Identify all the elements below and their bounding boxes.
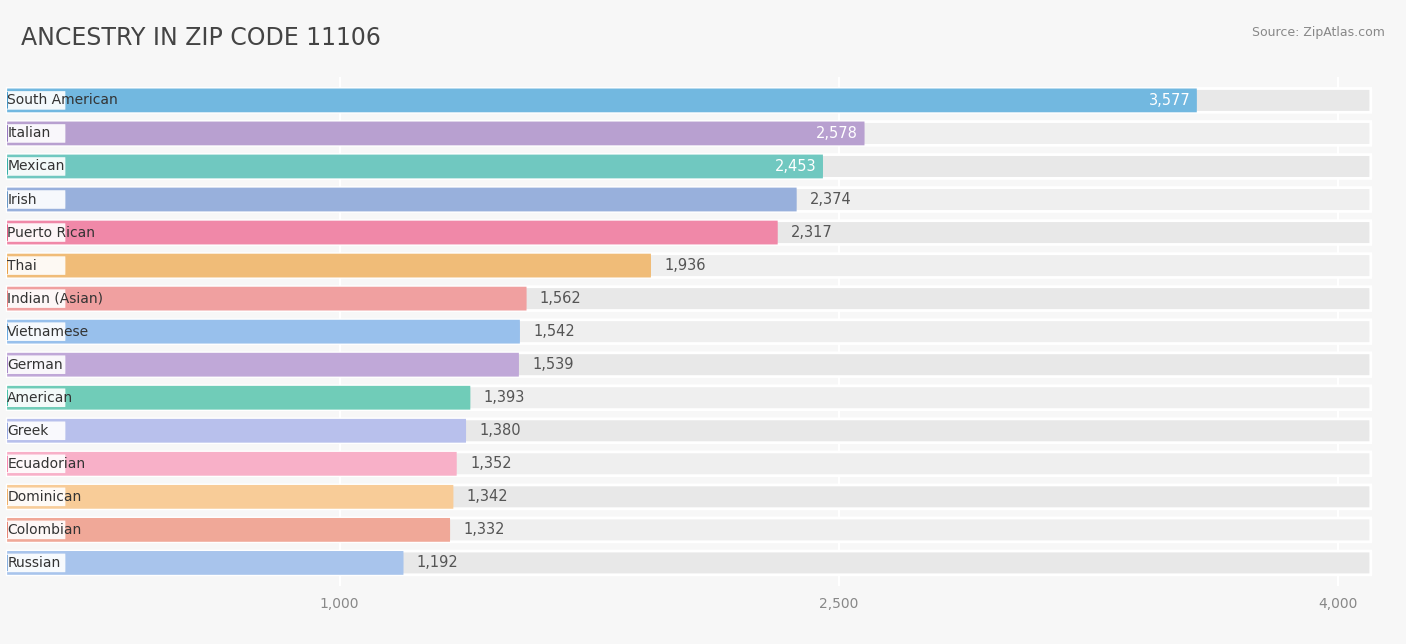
Text: 1,936: 1,936 — [664, 258, 706, 273]
FancyBboxPatch shape — [7, 551, 404, 575]
FancyBboxPatch shape — [7, 320, 1371, 343]
FancyBboxPatch shape — [7, 190, 66, 209]
FancyBboxPatch shape — [7, 419, 465, 442]
Text: 1,352: 1,352 — [470, 457, 512, 471]
FancyBboxPatch shape — [7, 155, 1371, 178]
Text: 2,453: 2,453 — [775, 159, 817, 174]
Text: Vietnamese: Vietnamese — [7, 325, 90, 339]
FancyBboxPatch shape — [7, 223, 66, 242]
FancyBboxPatch shape — [7, 551, 1371, 575]
FancyBboxPatch shape — [7, 287, 1371, 310]
Text: German: German — [7, 357, 63, 372]
FancyBboxPatch shape — [7, 323, 66, 341]
Text: Ecuadorian: Ecuadorian — [7, 457, 86, 471]
FancyBboxPatch shape — [7, 91, 66, 109]
Text: 1,542: 1,542 — [533, 324, 575, 339]
FancyBboxPatch shape — [7, 287, 527, 310]
FancyBboxPatch shape — [7, 518, 1371, 542]
FancyBboxPatch shape — [7, 187, 797, 211]
FancyBboxPatch shape — [7, 452, 457, 476]
Text: 1,539: 1,539 — [533, 357, 574, 372]
FancyBboxPatch shape — [7, 353, 1371, 377]
FancyBboxPatch shape — [7, 187, 1371, 211]
FancyBboxPatch shape — [7, 419, 1371, 442]
Text: American: American — [7, 391, 73, 404]
Text: 1,562: 1,562 — [540, 291, 582, 306]
Text: Puerto Rican: Puerto Rican — [7, 225, 96, 240]
FancyBboxPatch shape — [7, 88, 1197, 112]
FancyBboxPatch shape — [7, 518, 450, 542]
FancyBboxPatch shape — [7, 122, 1371, 146]
FancyBboxPatch shape — [7, 485, 1371, 509]
Text: Irish: Irish — [7, 193, 37, 207]
FancyBboxPatch shape — [7, 221, 778, 245]
Text: Russian: Russian — [7, 556, 60, 570]
FancyBboxPatch shape — [7, 388, 66, 407]
Text: Colombian: Colombian — [7, 523, 82, 537]
Text: 2,578: 2,578 — [815, 126, 858, 141]
FancyBboxPatch shape — [7, 452, 1371, 476]
Text: 2,317: 2,317 — [792, 225, 832, 240]
Text: Mexican: Mexican — [7, 160, 65, 173]
FancyBboxPatch shape — [7, 353, 519, 377]
Text: 1,332: 1,332 — [464, 522, 505, 537]
FancyBboxPatch shape — [7, 256, 66, 275]
FancyBboxPatch shape — [7, 386, 471, 410]
Text: Source: ZipAtlas.com: Source: ZipAtlas.com — [1251, 26, 1385, 39]
FancyBboxPatch shape — [7, 254, 1371, 278]
FancyBboxPatch shape — [7, 221, 1371, 245]
Text: Thai: Thai — [7, 259, 37, 272]
Text: Indian (Asian): Indian (Asian) — [7, 292, 104, 306]
Text: Dominican: Dominican — [7, 490, 82, 504]
Text: 2,374: 2,374 — [810, 192, 852, 207]
Text: 1,380: 1,380 — [479, 423, 522, 439]
FancyBboxPatch shape — [7, 455, 66, 473]
FancyBboxPatch shape — [7, 520, 66, 539]
FancyBboxPatch shape — [7, 122, 865, 146]
FancyBboxPatch shape — [7, 88, 1371, 112]
FancyBboxPatch shape — [7, 289, 66, 308]
Text: Greek: Greek — [7, 424, 49, 438]
Text: 1,192: 1,192 — [416, 555, 458, 571]
Text: 3,577: 3,577 — [1149, 93, 1191, 108]
FancyBboxPatch shape — [7, 355, 66, 374]
FancyBboxPatch shape — [7, 155, 823, 178]
FancyBboxPatch shape — [7, 320, 520, 343]
Text: South American: South American — [7, 93, 118, 108]
FancyBboxPatch shape — [7, 124, 66, 143]
FancyBboxPatch shape — [7, 386, 1371, 410]
FancyBboxPatch shape — [7, 485, 453, 509]
FancyBboxPatch shape — [7, 254, 651, 278]
Text: 1,342: 1,342 — [467, 489, 509, 504]
Text: ANCESTRY IN ZIP CODE 11106: ANCESTRY IN ZIP CODE 11106 — [21, 26, 381, 50]
FancyBboxPatch shape — [7, 488, 66, 506]
FancyBboxPatch shape — [7, 554, 66, 572]
Text: 1,393: 1,393 — [484, 390, 524, 405]
Text: Italian: Italian — [7, 126, 51, 140]
FancyBboxPatch shape — [7, 421, 66, 440]
FancyBboxPatch shape — [7, 157, 66, 176]
